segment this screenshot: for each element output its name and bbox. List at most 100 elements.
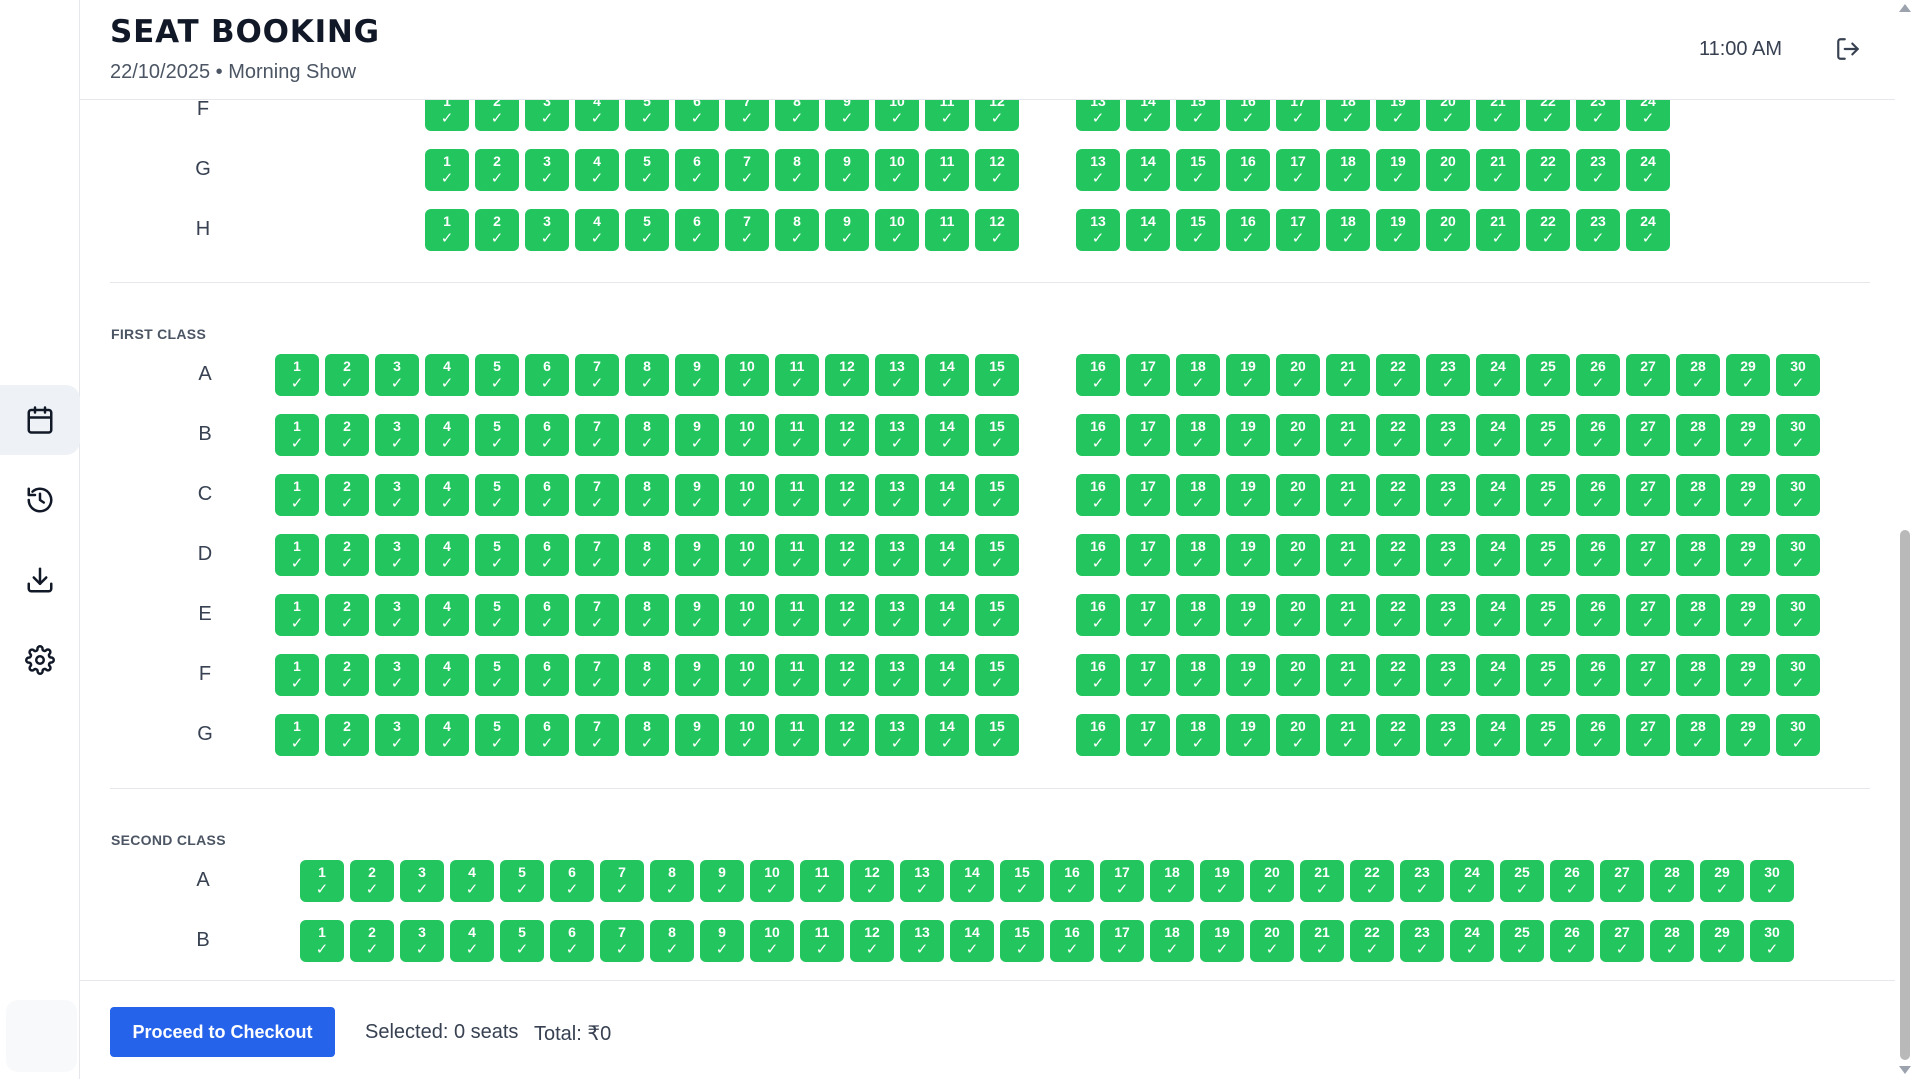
seat-button[interactable]: 26 ✓ — [1576, 534, 1620, 576]
seat-button[interactable]: 24 ✓ — [1476, 474, 1520, 516]
seat-button[interactable]: 27 ✓ — [1626, 714, 1670, 756]
seat-button[interactable]: 2 ✓ — [325, 414, 369, 456]
seat-button[interactable]: 8 ✓ — [775, 209, 819, 251]
seat-button[interactable]: 18 ✓ — [1176, 654, 1220, 696]
seat-button[interactable]: 9 ✓ — [700, 920, 744, 962]
seat-button[interactable]: 19 ✓ — [1226, 654, 1270, 696]
seat-button[interactable]: 4 ✓ — [425, 534, 469, 576]
seat-button[interactable]: 12 ✓ — [975, 100, 1019, 131]
seat-button[interactable]: 3 ✓ — [375, 714, 419, 756]
seat-button[interactable]: 14 ✓ — [950, 920, 994, 962]
seat-button[interactable]: 28 ✓ — [1650, 860, 1694, 902]
seat-button[interactable]: 27 ✓ — [1626, 654, 1670, 696]
seat-button[interactable]: 6 ✓ — [525, 654, 569, 696]
seat-button[interactable]: 14 ✓ — [925, 594, 969, 636]
seat-button[interactable]: 9 ✓ — [675, 414, 719, 456]
seat-button[interactable]: 11 ✓ — [925, 100, 969, 131]
seat-button[interactable]: 2 ✓ — [325, 534, 369, 576]
seat-button[interactable]: 23 ✓ — [1426, 534, 1470, 576]
seat-button[interactable]: 19 ✓ — [1376, 209, 1420, 251]
seat-button[interactable]: 2 ✓ — [325, 594, 369, 636]
seat-button[interactable]: 18 ✓ — [1176, 474, 1220, 516]
seat-button[interactable]: 9 ✓ — [675, 714, 719, 756]
seat-button[interactable]: 29 ✓ — [1726, 534, 1770, 576]
seat-button[interactable]: 28 ✓ — [1676, 714, 1720, 756]
seat-button[interactable]: 5 ✓ — [475, 354, 519, 396]
seat-button[interactable]: 14 ✓ — [1126, 149, 1170, 191]
seat-button[interactable]: 21 ✓ — [1476, 100, 1520, 131]
seat-button[interactable]: 4 ✓ — [450, 920, 494, 962]
seat-button[interactable]: 4 ✓ — [425, 414, 469, 456]
seat-button[interactable]: 28 ✓ — [1650, 920, 1694, 962]
seat-button[interactable]: 1 ✓ — [275, 654, 319, 696]
seat-button[interactable]: 18 ✓ — [1326, 149, 1370, 191]
seat-button[interactable]: 15 ✓ — [975, 354, 1019, 396]
seat-button[interactable]: 26 ✓ — [1550, 860, 1594, 902]
seat-button[interactable]: 6 ✓ — [525, 594, 569, 636]
seat-button[interactable]: 29 ✓ — [1726, 594, 1770, 636]
seat-button[interactable]: 27 ✓ — [1626, 474, 1670, 516]
seat-button[interactable]: 28 ✓ — [1676, 534, 1720, 576]
seat-button[interactable]: 24 ✓ — [1450, 860, 1494, 902]
seat-button[interactable]: 17 ✓ — [1276, 100, 1320, 131]
seat-button[interactable]: 5 ✓ — [475, 654, 519, 696]
seat-button[interactable]: 3 ✓ — [375, 594, 419, 636]
seat-button[interactable]: 9 ✓ — [675, 594, 719, 636]
seat-button[interactable]: 22 ✓ — [1376, 654, 1420, 696]
seat-button[interactable]: 18 ✓ — [1326, 100, 1370, 131]
seat-button[interactable]: 24 ✓ — [1626, 149, 1670, 191]
seat-button[interactable]: 13 ✓ — [1076, 149, 1120, 191]
seat-button[interactable]: 26 ✓ — [1576, 714, 1620, 756]
seat-button[interactable]: 12 ✓ — [825, 534, 869, 576]
seat-button[interactable]: 13 ✓ — [900, 920, 944, 962]
seat-button[interactable]: 8 ✓ — [625, 354, 669, 396]
seat-button[interactable]: 4 ✓ — [575, 100, 619, 131]
seat-button[interactable]: 4 ✓ — [425, 594, 469, 636]
seat-button[interactable]: 12 ✓ — [825, 594, 869, 636]
seat-button[interactable]: 28 ✓ — [1676, 414, 1720, 456]
seat-button[interactable]: 30 ✓ — [1776, 654, 1820, 696]
seat-button[interactable]: 11 ✓ — [800, 860, 844, 902]
seat-button[interactable]: 5 ✓ — [475, 414, 519, 456]
seat-button[interactable]: 7 ✓ — [725, 149, 769, 191]
seat-button[interactable]: 10 ✓ — [725, 594, 769, 636]
seat-button[interactable]: 5 ✓ — [475, 474, 519, 516]
seat-button[interactable]: 28 ✓ — [1676, 354, 1720, 396]
seat-button[interactable]: 11 ✓ — [925, 209, 969, 251]
seat-button[interactable]: 20 ✓ — [1276, 534, 1320, 576]
seat-button[interactable]: 13 ✓ — [1076, 100, 1120, 131]
seat-button[interactable]: 27 ✓ — [1626, 354, 1670, 396]
seat-button[interactable]: 9 ✓ — [825, 209, 869, 251]
seat-button[interactable]: 29 ✓ — [1726, 654, 1770, 696]
seat-button[interactable]: 5 ✓ — [625, 149, 669, 191]
seat-button[interactable]: 5 ✓ — [475, 534, 519, 576]
seat-button[interactable]: 19 ✓ — [1226, 414, 1270, 456]
seat-button[interactable]: 10 ✓ — [875, 100, 919, 131]
seat-button[interactable]: 24 ✓ — [1450, 920, 1494, 962]
seat-button[interactable]: 10 ✓ — [875, 149, 919, 191]
seat-button[interactable]: 3 ✓ — [400, 860, 444, 902]
seat-button[interactable]: 23 ✓ — [1576, 149, 1620, 191]
seat-button[interactable]: 13 ✓ — [875, 654, 919, 696]
seat-button[interactable]: 30 ✓ — [1776, 534, 1820, 576]
seat-button[interactable]: 13 ✓ — [875, 354, 919, 396]
seat-button[interactable]: 13 ✓ — [875, 474, 919, 516]
seat-button[interactable]: 8 ✓ — [650, 920, 694, 962]
seat-button[interactable]: 12 ✓ — [975, 209, 1019, 251]
seat-button[interactable]: 23 ✓ — [1426, 414, 1470, 456]
seat-button[interactable]: 19 ✓ — [1226, 594, 1270, 636]
seat-button[interactable]: 30 ✓ — [1776, 474, 1820, 516]
seat-button[interactable]: 22 ✓ — [1350, 920, 1394, 962]
seat-button[interactable]: 2 ✓ — [325, 714, 369, 756]
seat-button[interactable]: 8 ✓ — [775, 100, 819, 131]
seat-button[interactable]: 14 ✓ — [925, 534, 969, 576]
seat-button[interactable]: 28 ✓ — [1676, 474, 1720, 516]
scrollbar[interactable] — [1895, 0, 1919, 1079]
seat-button[interactable]: 24 ✓ — [1626, 100, 1670, 131]
seat-button[interactable]: 12 ✓ — [825, 474, 869, 516]
seat-button[interactable]: 27 ✓ — [1626, 594, 1670, 636]
seat-button[interactable]: 3 ✓ — [525, 100, 569, 131]
seat-button[interactable]: 24 ✓ — [1476, 654, 1520, 696]
seat-button[interactable]: 30 ✓ — [1776, 714, 1820, 756]
seat-button[interactable]: 6 ✓ — [525, 354, 569, 396]
